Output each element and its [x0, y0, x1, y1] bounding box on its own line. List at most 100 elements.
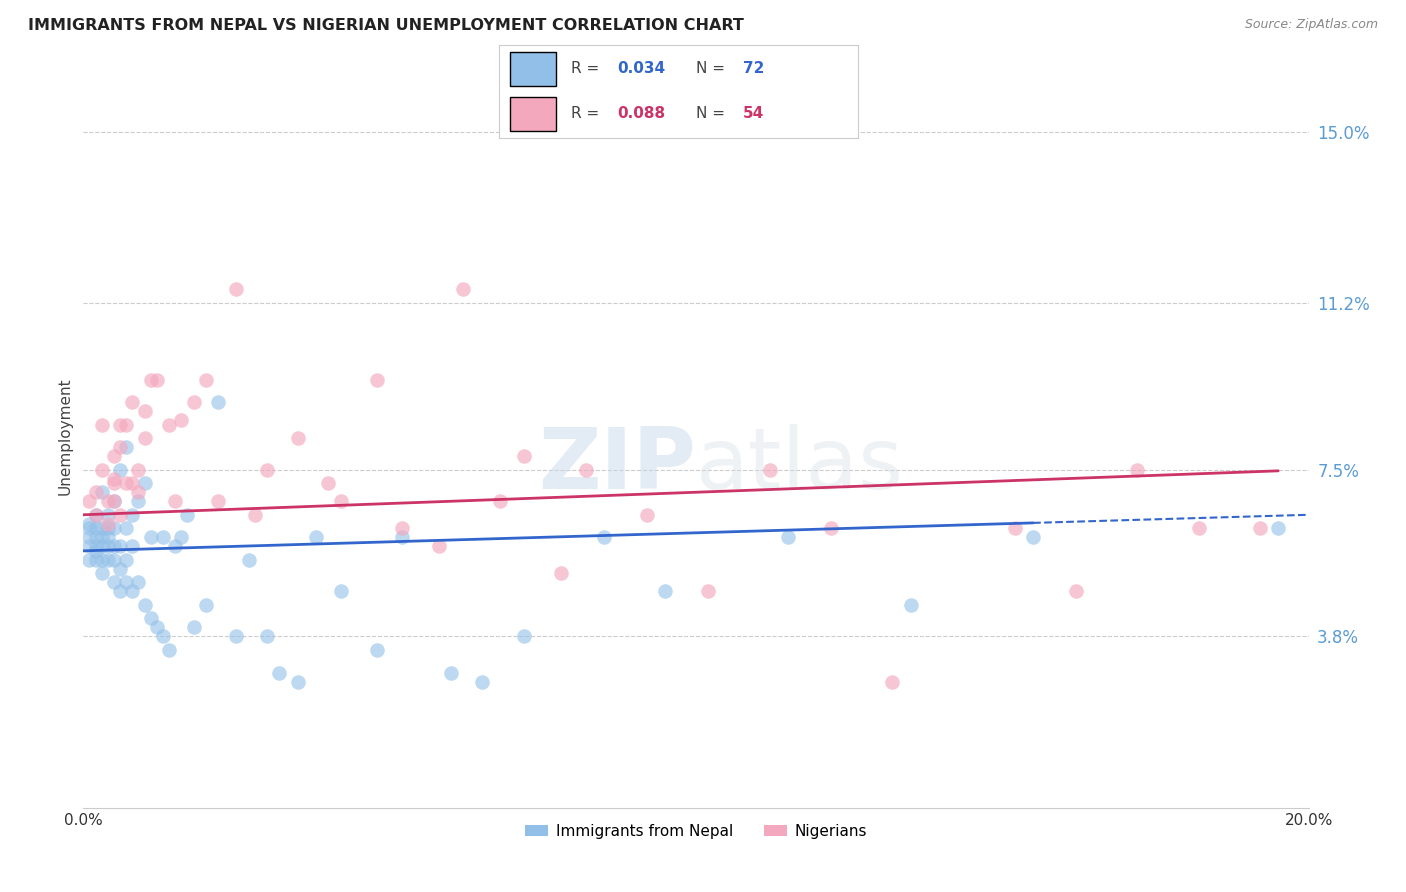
FancyBboxPatch shape [510, 97, 557, 131]
Text: R =: R = [571, 106, 605, 121]
Point [575, 463, 598, 477]
Point [115, 440, 138, 454]
Point [776, 530, 799, 544]
Point [127, 463, 149, 477]
Point [103, 521, 125, 535]
Point [305, 530, 328, 544]
Point [194, 598, 217, 612]
Point [90, 485, 112, 500]
Point [238, 553, 260, 567]
Text: 54: 54 [742, 106, 765, 121]
Point [115, 553, 138, 567]
Point [97, 530, 120, 544]
Point [115, 417, 138, 432]
Point [513, 630, 536, 644]
Point [165, 539, 187, 553]
Point [882, 674, 904, 689]
Point [207, 395, 229, 409]
Point [84, 485, 107, 500]
Point [97, 508, 120, 522]
Point [79, 530, 101, 544]
Point [243, 508, 266, 522]
Text: IMMIGRANTS FROM NEPAL VS NIGERIAN UNEMPLOYMENT CORRELATION CHART: IMMIGRANTS FROM NEPAL VS NIGERIAN UNEMPL… [28, 18, 744, 33]
Point [170, 530, 193, 544]
Point [183, 620, 205, 634]
Point [79, 494, 101, 508]
Point [636, 508, 658, 522]
Point [287, 674, 309, 689]
Point [97, 521, 120, 535]
Point [90, 463, 112, 477]
Point [329, 584, 352, 599]
Point [90, 417, 112, 432]
Point [90, 553, 112, 567]
Point [90, 539, 112, 553]
Text: Source: ZipAtlas.com: Source: ZipAtlas.com [1244, 18, 1378, 31]
FancyBboxPatch shape [510, 52, 557, 86]
Point [654, 584, 676, 599]
Point [139, 373, 162, 387]
Point [84, 521, 107, 535]
Point [115, 476, 138, 491]
Point [79, 521, 101, 535]
Text: 72: 72 [742, 62, 765, 77]
Point [84, 553, 107, 567]
Point [1004, 521, 1026, 535]
Point [103, 449, 125, 463]
Point [108, 562, 131, 576]
Point [146, 620, 169, 634]
Text: 0.034: 0.034 [617, 62, 665, 77]
Text: N =: N = [696, 62, 730, 77]
Point [697, 584, 720, 599]
Point [134, 598, 156, 612]
Point [489, 494, 512, 508]
Point [115, 575, 138, 590]
Point [366, 643, 388, 657]
Point [108, 584, 131, 599]
Point [318, 476, 340, 491]
Point [194, 373, 217, 387]
Point [84, 544, 107, 558]
Point [269, 665, 291, 680]
Point [103, 494, 125, 508]
Point [139, 611, 162, 625]
Point [176, 508, 198, 522]
Y-axis label: Unemployment: Unemployment [58, 377, 72, 495]
Point [139, 530, 162, 544]
Point [366, 373, 388, 387]
Point [152, 630, 174, 644]
Point [134, 431, 156, 445]
Point [134, 404, 156, 418]
Point [1249, 521, 1271, 535]
Point [1022, 530, 1045, 544]
Point [391, 530, 413, 544]
Point [97, 516, 120, 531]
Point [97, 553, 120, 567]
Point [121, 584, 143, 599]
Point [121, 395, 143, 409]
Point [391, 521, 413, 535]
Point [127, 485, 149, 500]
Point [471, 674, 494, 689]
Point [287, 431, 309, 445]
Point [108, 417, 131, 432]
Point [103, 553, 125, 567]
Point [108, 539, 131, 553]
Point [127, 575, 149, 590]
Point [513, 449, 536, 463]
Legend: Immigrants from Nepal, Nigerians: Immigrants from Nepal, Nigerians [519, 817, 873, 845]
Point [79, 516, 101, 531]
Point [121, 508, 143, 522]
Point [108, 440, 131, 454]
Text: atlas: atlas [696, 425, 904, 508]
Point [1126, 463, 1149, 477]
Point [121, 539, 143, 553]
Point [225, 630, 247, 644]
Point [90, 530, 112, 544]
Point [90, 521, 112, 535]
Point [427, 539, 450, 553]
Point [103, 476, 125, 491]
Point [820, 521, 842, 535]
Point [84, 508, 107, 522]
Point [97, 539, 120, 553]
